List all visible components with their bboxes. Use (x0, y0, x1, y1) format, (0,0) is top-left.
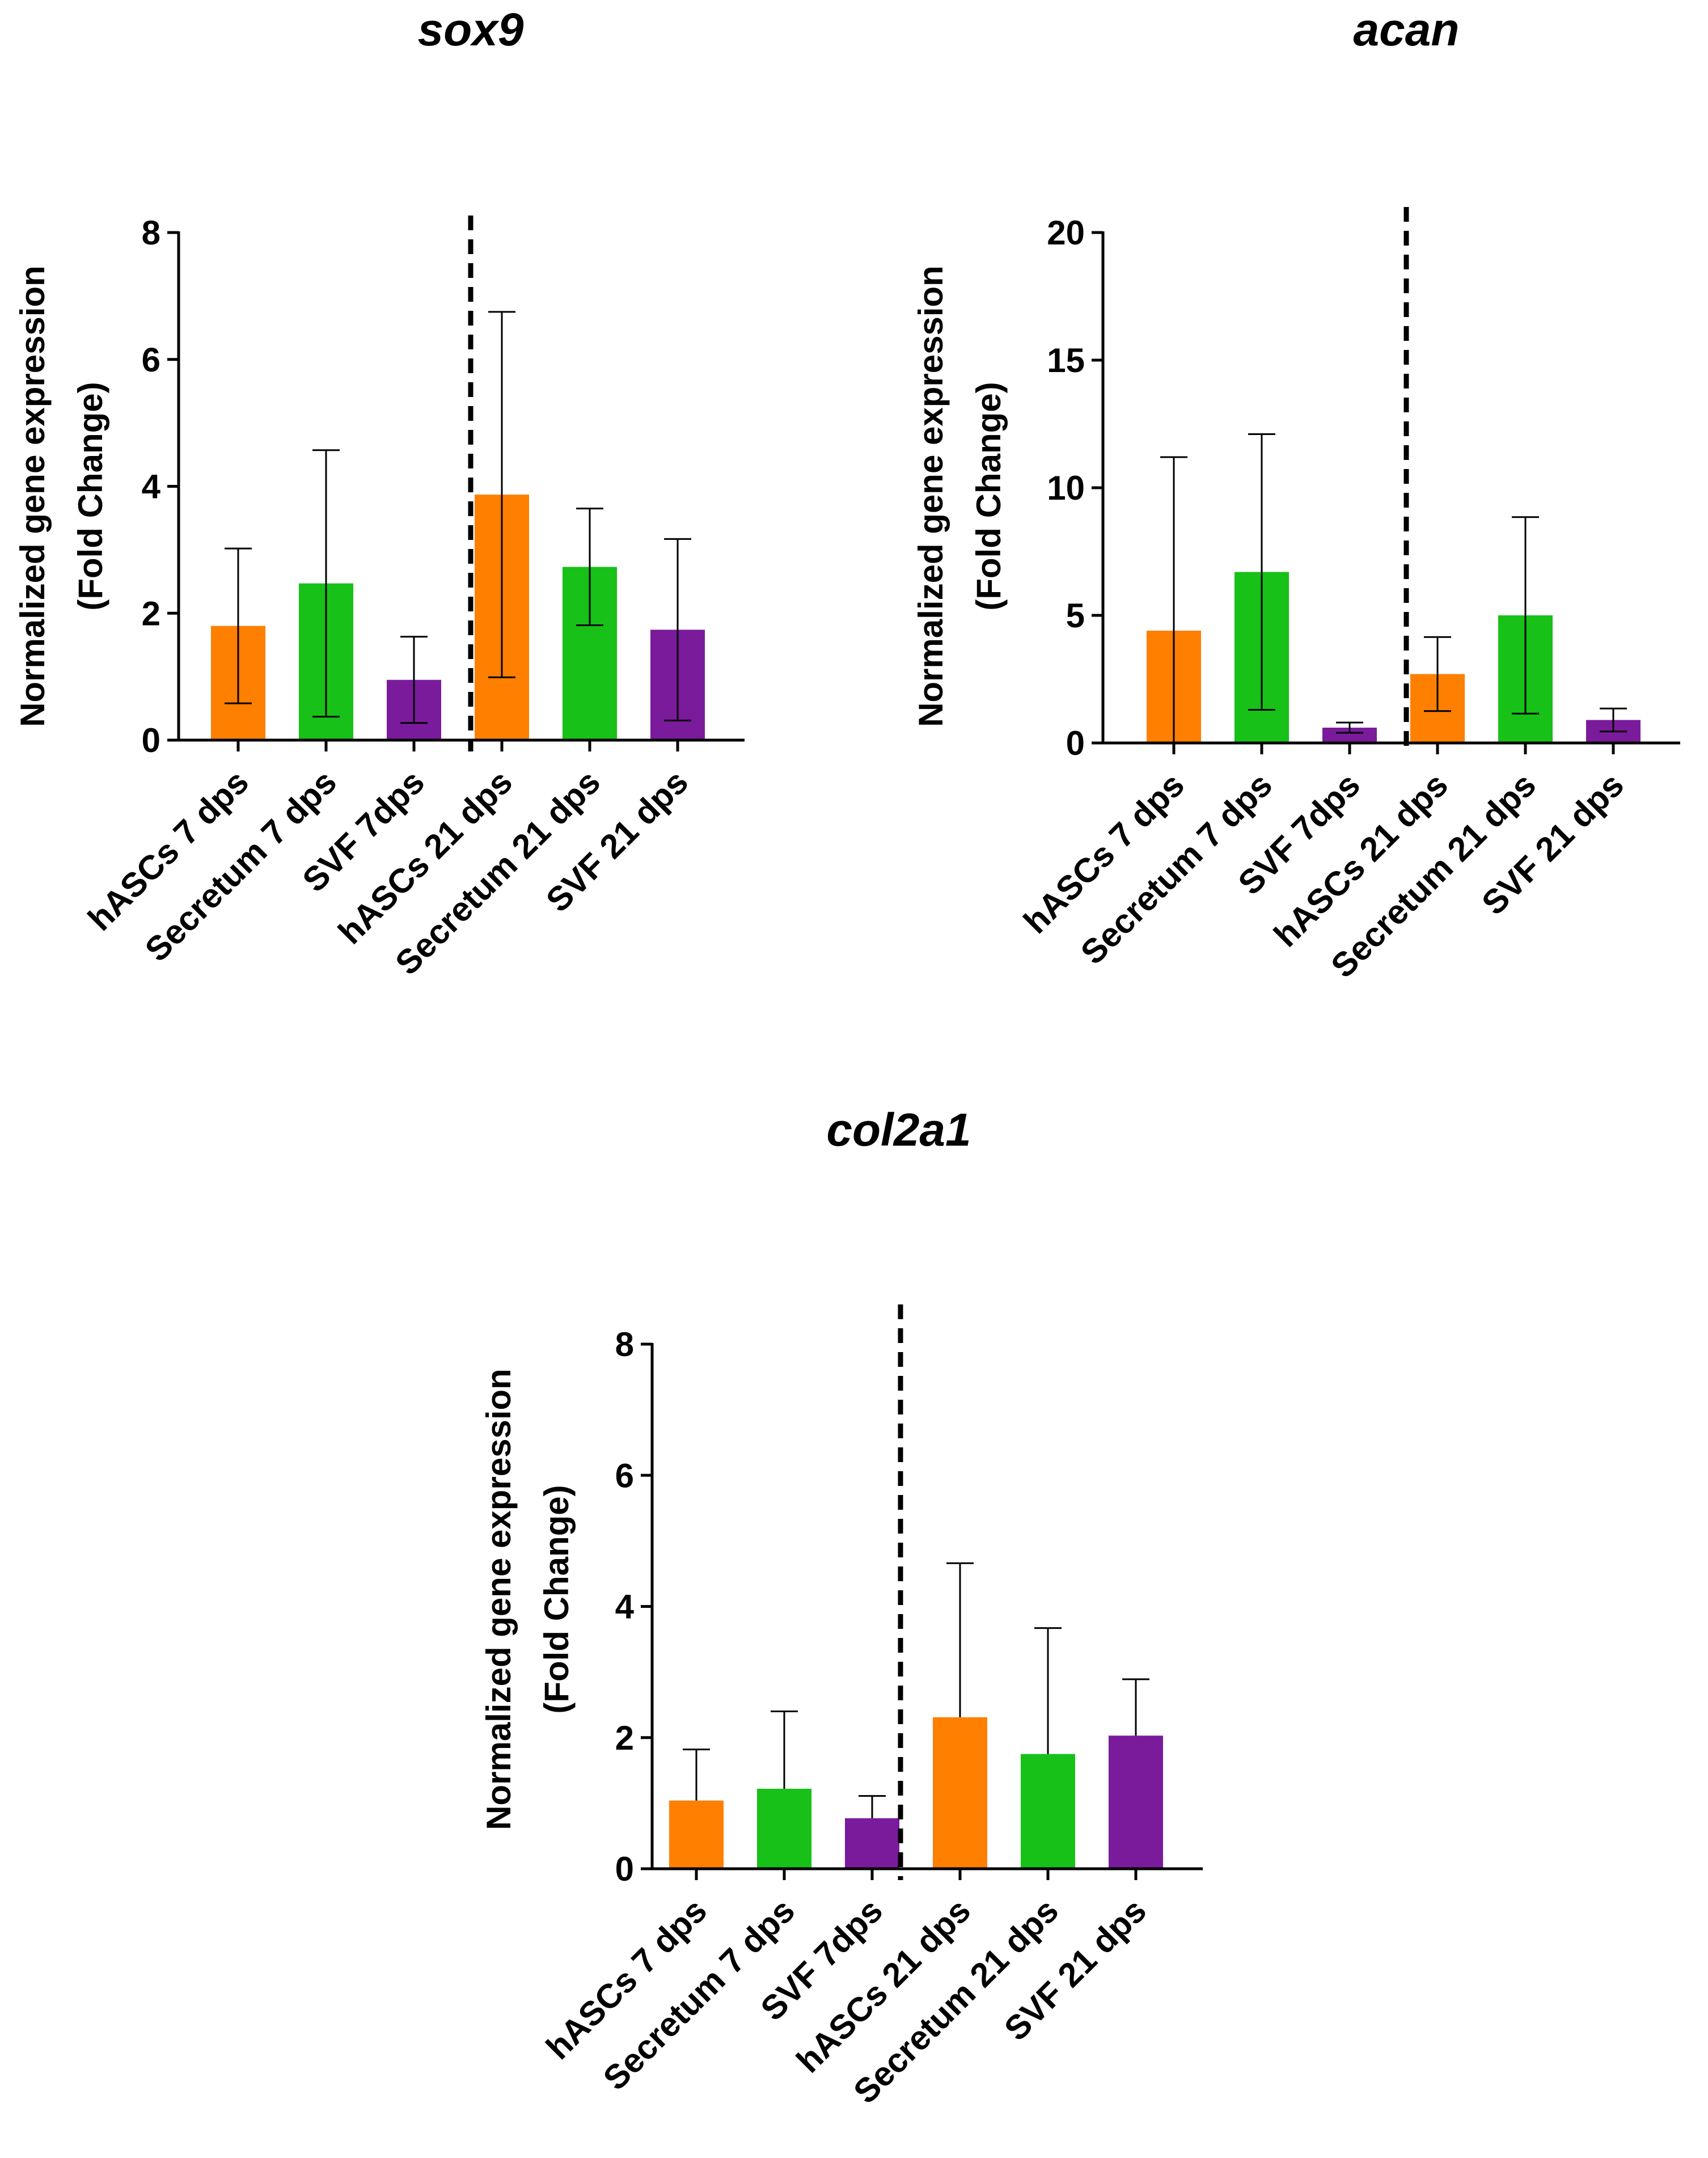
y-tick-label: 10 (1047, 469, 1085, 507)
y-tick-label: 6 (615, 1456, 634, 1494)
y-tick-label: 4 (142, 468, 161, 506)
y-axis-label-line1: Normalized gene expression (14, 265, 52, 727)
y-tick-label: 15 (1047, 341, 1085, 379)
chart-title: sox9 (418, 4, 524, 56)
y-axis-label-line1: Normalized gene expression (480, 1369, 518, 1830)
y-tick-label: 20 (1047, 214, 1085, 252)
y-tick-label: 4 (615, 1588, 635, 1626)
y-tick-label: 0 (142, 721, 160, 759)
bar (1021, 1754, 1075, 1869)
bar (933, 1717, 987, 1869)
y-tick-label: 0 (615, 1850, 634, 1888)
y-tick-label: 8 (615, 1325, 634, 1363)
y-tick-label: 5 (1066, 597, 1085, 635)
y-axis-label-line2: (Fold Change) (538, 1485, 576, 1713)
bar (669, 1800, 724, 1869)
y-tick-label: 2 (142, 594, 160, 632)
chart-title: acan (1354, 4, 1460, 56)
chart-title: col2a1 (826, 1104, 971, 1156)
y-tick-label: 2 (615, 1719, 634, 1757)
y-axis-label-line1: Normalized gene expression (912, 265, 950, 727)
y-axis-label-line2: (Fold Change) (71, 382, 109, 610)
bar (1109, 1735, 1163, 1869)
bar (757, 1788, 811, 1869)
bar (845, 1818, 899, 1869)
y-axis-label-line2: (Fold Change) (970, 382, 1008, 610)
y-tick-label: 6 (142, 341, 160, 379)
y-tick-label: 8 (142, 214, 160, 252)
y-tick-label: 0 (1066, 724, 1085, 762)
